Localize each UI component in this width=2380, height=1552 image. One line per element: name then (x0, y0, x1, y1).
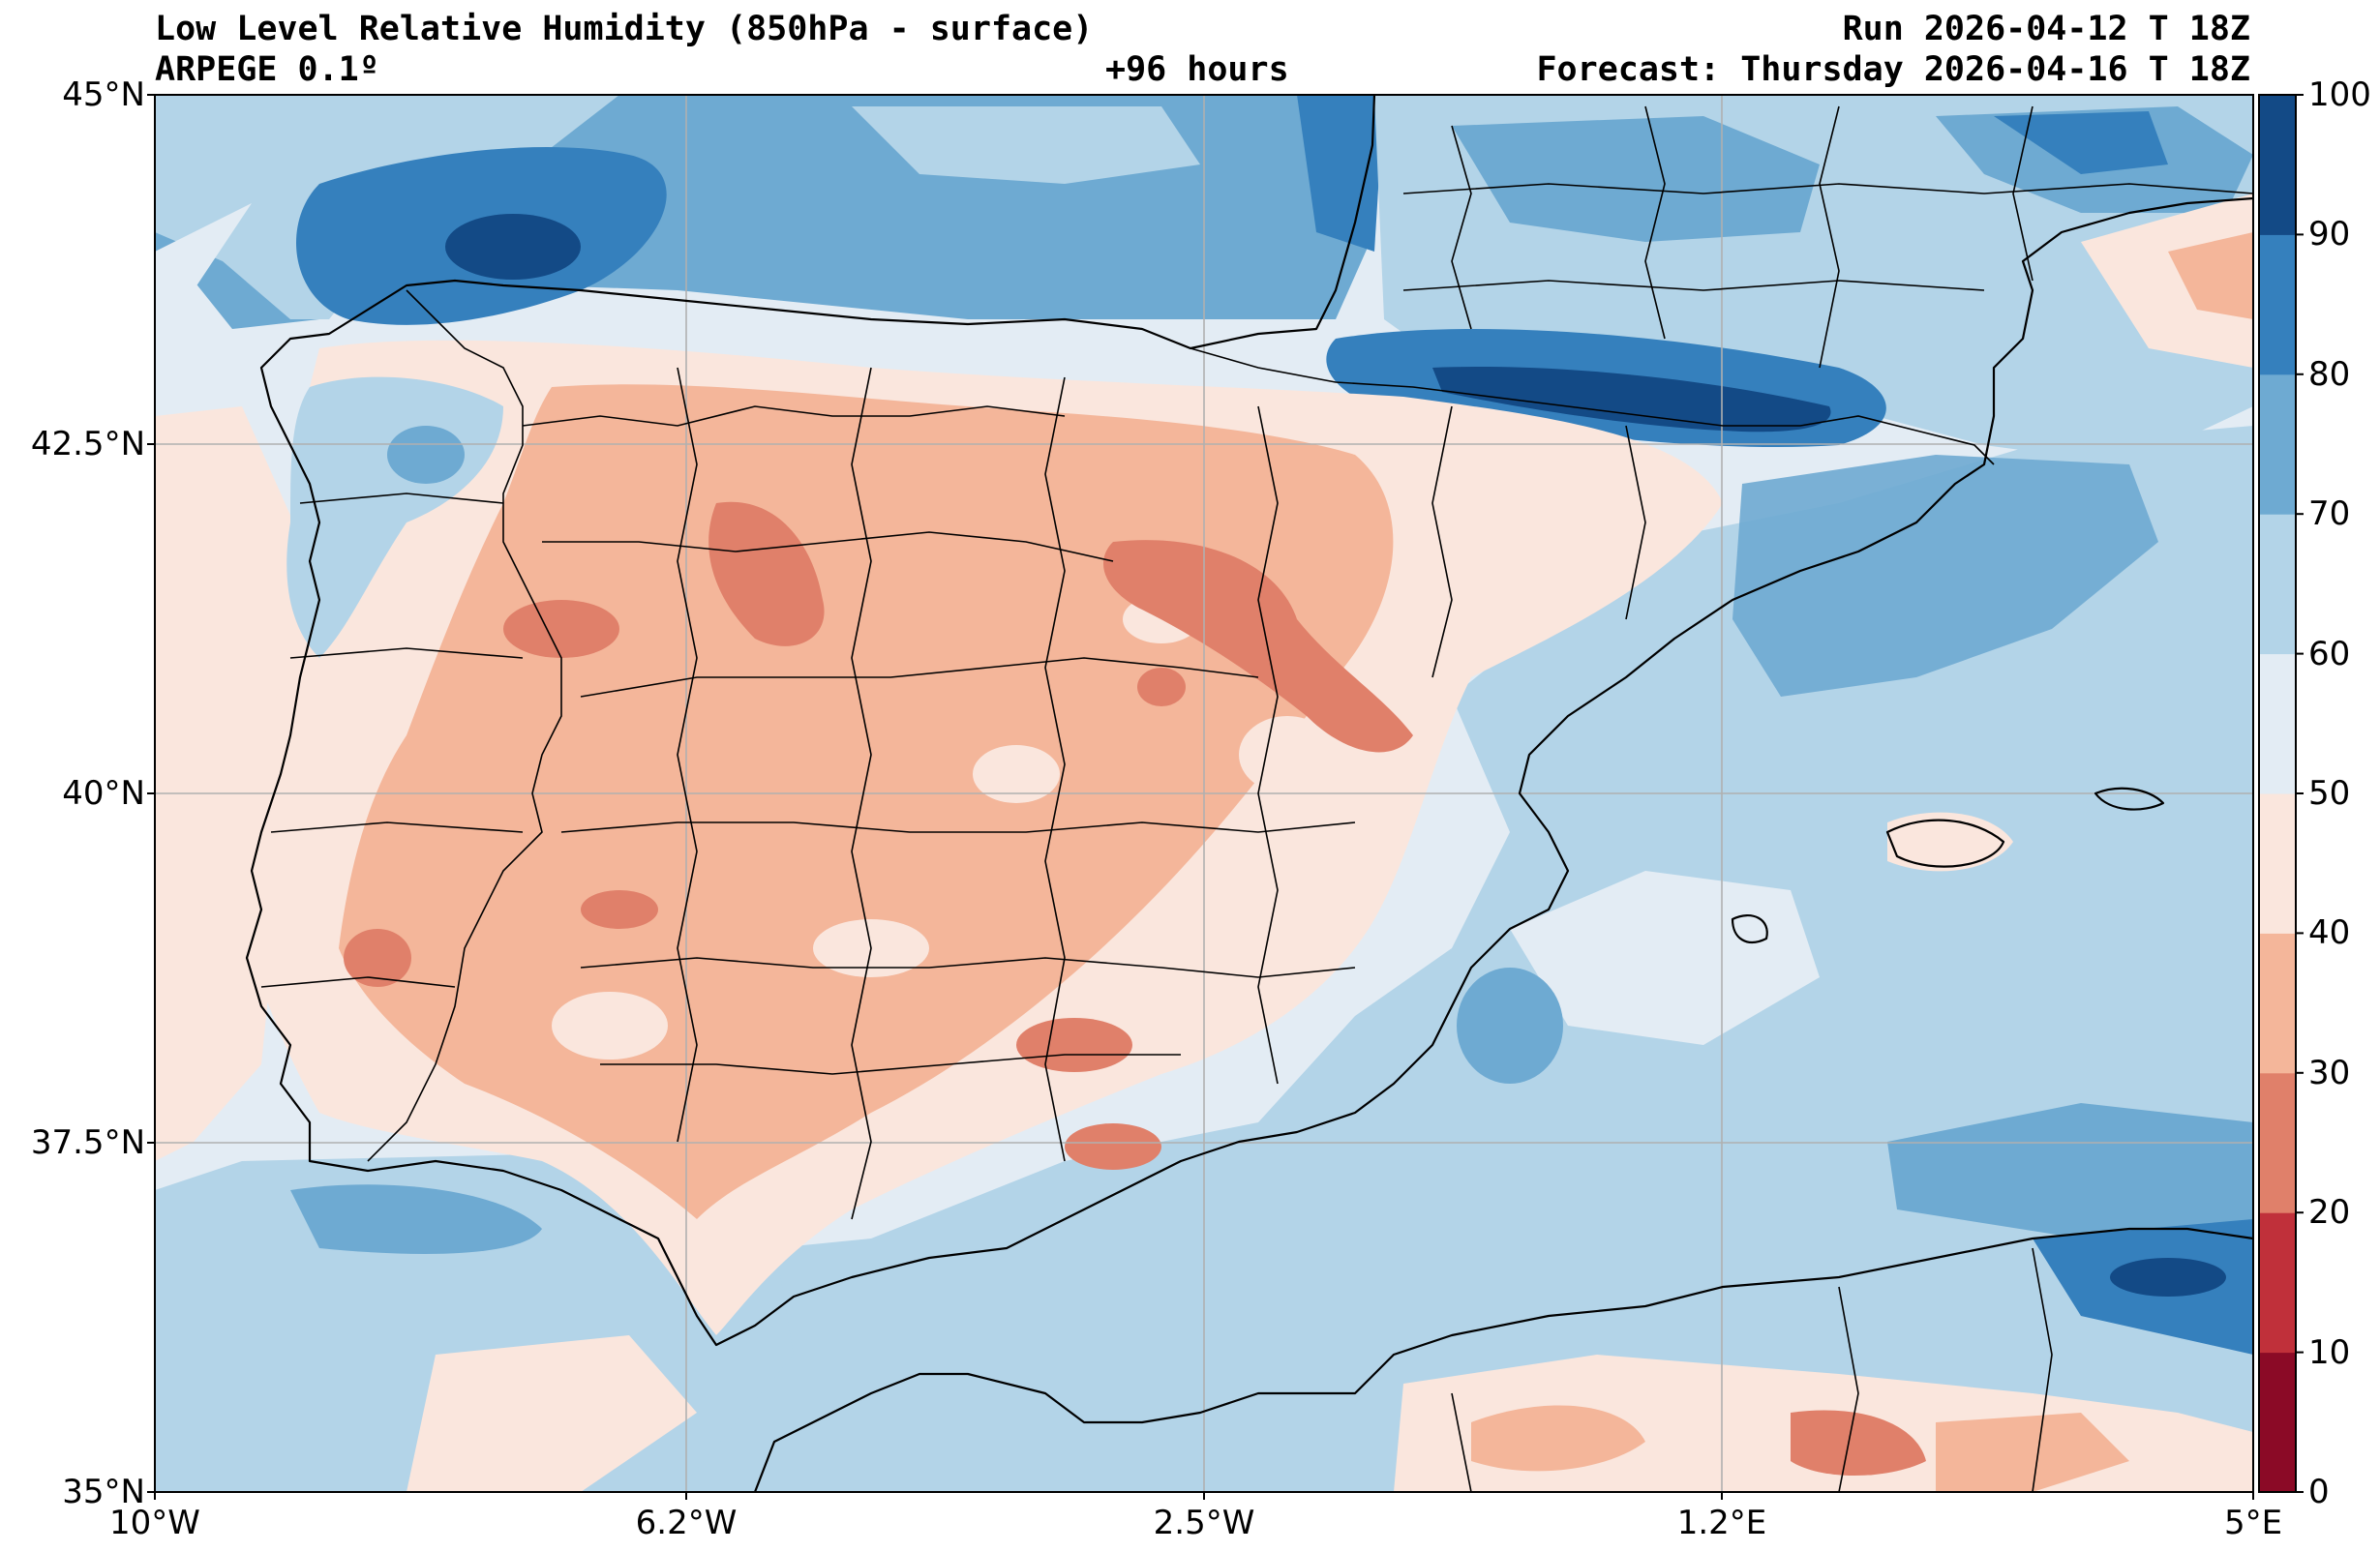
axis-ticks (147, 94, 2254, 1500)
lat-tick-35: 35°N (62, 1473, 145, 1511)
dry-core-8 (1137, 668, 1186, 706)
lat-tick-37-5: 37.5°N (30, 1123, 145, 1162)
france-moist-1 (1452, 116, 1820, 242)
lon-tick-2-5w: 2.5°W (1153, 1504, 1255, 1542)
colorbar-tick-100: 100 (2308, 75, 2371, 114)
colorbar-band-40-50 (2259, 793, 2296, 934)
dry-core-7 (581, 890, 658, 929)
colorbar-tick-0: 0 (2308, 1473, 2330, 1511)
med-pale (1510, 871, 1820, 1045)
dry-core-3 (1016, 1018, 1132, 1072)
dry-core-2 (1103, 540, 1413, 753)
pale-patch-3 (973, 745, 1060, 803)
colorbar (2259, 94, 2304, 1493)
dry-core-1 (708, 501, 825, 646)
lat-tick-42-5: 42.5°N (30, 425, 145, 463)
balearic-pale (1887, 812, 2013, 872)
north-africa-core (1791, 1410, 1926, 1476)
atlantic-west (155, 406, 319, 1161)
atlantic-gap (155, 203, 252, 319)
colorbar-tick-60: 60 (2308, 634, 2351, 673)
graticule (155, 95, 2253, 1492)
lat-tick-45: 45°N (62, 75, 145, 114)
biscay-east-moist (1297, 95, 1384, 252)
colorbar-tick-70: 70 (2308, 494, 2351, 534)
dry-core-6 (344, 929, 411, 987)
biscay-mid-band (852, 106, 1200, 184)
valencia-moist (1457, 968, 1563, 1084)
colorbar-band-70-80 (2259, 373, 2296, 515)
lead-time: +96 hours (1105, 50, 1289, 89)
med-moist-1 (1732, 455, 2158, 697)
colorbar-tick-80: 80 (2308, 354, 2351, 394)
france-dry-east-2 (2168, 232, 2253, 319)
colorbar-band-30-40 (2259, 933, 2296, 1074)
forecast-time: Forecast: Thursday 2026-04-16 T 18Z (1536, 50, 2250, 89)
colorbar-tick-20: 20 (2308, 1193, 2351, 1233)
lat-tick-40: 40°N (62, 774, 145, 813)
med-moist-2 (1887, 1103, 2253, 1239)
lon-tick-6-2w: 6.2°W (635, 1504, 738, 1542)
colorbar-frame (2258, 94, 2297, 1493)
lon-tick-5e: 5°E (2223, 1504, 2283, 1542)
colorbar-band-90-100 (2259, 95, 2296, 235)
lon-tick-1-2e: 1.2°E (1676, 1504, 1767, 1542)
colorbar-tick-40: 40 (2308, 913, 2351, 953)
mediterranean-field (678, 426, 2253, 1492)
run-time: Run 2026-04-12 T 18Z (1842, 10, 2250, 48)
colorbar-band-80-90 (2259, 234, 2296, 375)
colorbar-tick-30: 30 (2308, 1053, 2351, 1092)
colorbar-band-10-20 (2259, 1212, 2296, 1354)
borders (260, 105, 2254, 1493)
colorbar-band-50-60 (2259, 653, 2296, 794)
france-dry-east (2081, 194, 2253, 368)
dry-core-5 (503, 600, 619, 658)
galicia-core (387, 426, 465, 484)
gulf-cadiz-moist (290, 1184, 542, 1254)
biscay-core (445, 214, 581, 280)
pyrenees-core (1432, 367, 1831, 433)
colorbar-tick-50: 50 (2308, 774, 2351, 813)
france-core-ne (1994, 111, 2168, 174)
colorbar-band-60-70 (2259, 514, 2296, 655)
med-core (2110, 1258, 2226, 1297)
coastlines (245, 94, 2254, 1493)
colorbar-band-0-10 (2259, 1352, 2296, 1493)
colorbar-band-20-30 (2259, 1072, 2296, 1213)
map-title: Low Level Relative Humidity (850hPa - su… (155, 10, 1094, 48)
colorbar-tick-10: 10 (2308, 1332, 2351, 1372)
north-africa-pale (407, 1335, 697, 1492)
lon-tick-10w: 10°W (109, 1504, 200, 1542)
model-name: ARPEGE 0.1º (155, 50, 379, 89)
colorbar-tick-90: 90 (2308, 215, 2351, 254)
dry-core-4 (1065, 1123, 1161, 1170)
north-africa-dry-2 (1936, 1413, 2129, 1492)
north-africa-drier (1471, 1405, 1645, 1472)
pale-patch-5 (552, 992, 668, 1060)
pale-patch-4 (1239, 716, 1336, 793)
